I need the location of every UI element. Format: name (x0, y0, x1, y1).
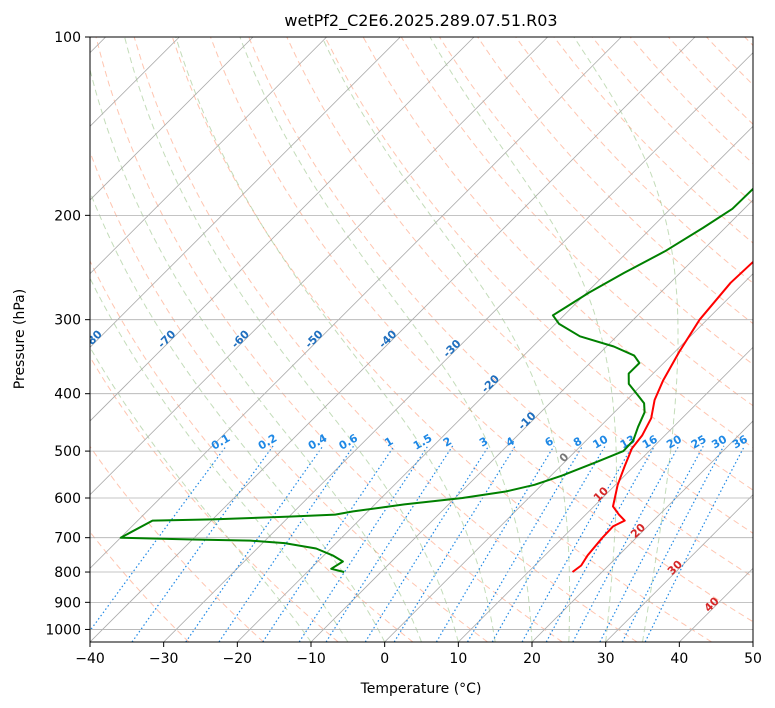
y-tick-label: 400 (54, 387, 81, 403)
dry-adiabat-line (171, 37, 712, 642)
x-tick-label: 10 (449, 651, 467, 667)
x-tick-label: 20 (523, 651, 541, 667)
mixing-ratio-line (621, 445, 725, 642)
y-tick-label: 1000 (45, 622, 81, 638)
x-tick-label: −30 (149, 651, 179, 667)
isotherm-line (90, 37, 696, 642)
mixing-ratio-line (131, 445, 274, 642)
temperature-profile-line (571, 260, 753, 573)
y-tick-label: 100 (54, 30, 81, 46)
x-axis-label: Temperature (°C) (360, 681, 482, 697)
dry-adiabat-line (133, 37, 638, 642)
dry-adiabat-line (90, 259, 414, 642)
dry-adiabats (90, 37, 753, 642)
isotherm-line (90, 37, 475, 422)
isotherm-line (90, 37, 548, 496)
mixing-ratio-line (262, 445, 395, 642)
y-tick-label: 800 (54, 565, 81, 581)
isotherm-line (605, 494, 753, 642)
mixing-ratio-line (185, 445, 324, 642)
sounding-series (119, 187, 753, 573)
dry-adiabat-line (210, 37, 753, 623)
x-tick-label: −10 (296, 651, 326, 667)
isotherm-line (90, 37, 622, 569)
y-axis-ticks: 1000 900 800 700 600 500 400 300 200 100 (45, 30, 90, 638)
mixing-ratio-line (298, 445, 429, 642)
isotherm-line (90, 37, 254, 201)
moist-adiabat-line (90, 67, 422, 642)
dry-adiabat-line (95, 37, 563, 642)
mixing-ratio-line (644, 445, 746, 642)
isotherm-line (310, 199, 753, 642)
mixing-ratio-line (521, 445, 634, 642)
moist-adiabat-line (90, 190, 386, 642)
y-tick-label: 700 (54, 531, 81, 547)
y-tick-label: 500 (54, 444, 81, 460)
x-axis-ticks: −40 −30 −20 −10 0 10 20 30 40 50 (75, 642, 762, 667)
mixing-ratio-line (218, 445, 355, 642)
isotherm-line (237, 125, 753, 642)
moist-adiabat-line (90, 277, 349, 642)
plot-frame (89, 36, 754, 643)
y-tick-label: 200 (54, 208, 81, 224)
moist-adiabat-line (175, 37, 496, 642)
dry-adiabat-line (286, 37, 753, 534)
y-tick-label: 300 (54, 313, 81, 329)
dry-adiabat-line (248, 37, 753, 578)
y-tick-label: 900 (54, 595, 81, 611)
mixing-ratio-line (435, 445, 555, 642)
mixing-ratio-line (364, 445, 490, 642)
isotherms (90, 37, 753, 642)
mixing-ratio-line (325, 445, 454, 642)
moist-adiabat-line (321, 37, 571, 642)
isotherm-line (90, 37, 327, 275)
dry-adiabat-line (90, 445, 264, 642)
mixing-ratio-line (545, 445, 656, 642)
dry-adiabat-line (324, 37, 753, 491)
y-axis-label: Pressure (hPa) (12, 289, 28, 389)
mixing-ratio-line (466, 445, 584, 642)
dry-adiabat-line (90, 356, 339, 642)
x-tick-label: 30 (597, 651, 615, 667)
isotherm-line (458, 346, 753, 642)
mixing-ratio-lines (90, 445, 746, 642)
dry-adiabat-line (515, 37, 753, 284)
isobars (90, 37, 753, 630)
moist-adiabat-line (573, 37, 679, 642)
isotherm-line (531, 420, 753, 642)
mixing-ratio-line (393, 445, 516, 642)
x-tick-label: 50 (744, 651, 762, 667)
isotherm-line (90, 37, 401, 348)
x-tick-label: −20 (223, 651, 253, 667)
moist-adiabat-line (124, 37, 459, 642)
x-tick-label: 0 (380, 651, 389, 667)
x-tick-label: 40 (670, 651, 688, 667)
moist-adiabat-line (239, 37, 533, 642)
dewpoint-profile-line (119, 187, 753, 573)
x-tick-label: −40 (75, 651, 105, 667)
y-tick-label: 600 (54, 491, 81, 507)
chart-title: wetPf2_C2E6.2025.289.07.51.R03 (284, 11, 557, 31)
